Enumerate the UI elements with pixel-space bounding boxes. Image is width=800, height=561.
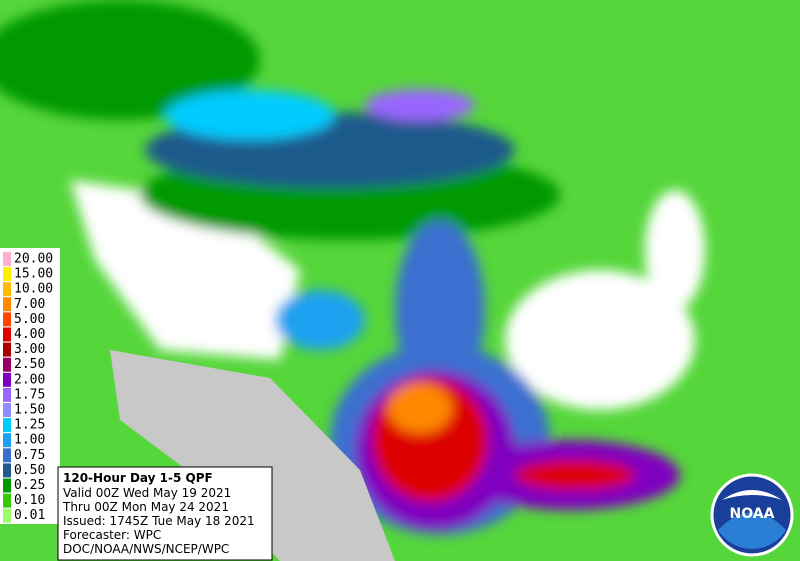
legend-label: 2.00 — [14, 372, 45, 387]
legend-swatch — [3, 357, 11, 372]
logo-text: NOAA — [730, 506, 775, 522]
legend-label: 2.50 — [14, 357, 45, 372]
legend-label: 0.01 — [14, 508, 45, 523]
legend-swatch — [3, 312, 11, 327]
legend-swatch — [3, 387, 11, 402]
dry-area — [505, 270, 695, 410]
precip-area — [515, 460, 635, 490]
precip-area — [275, 290, 365, 350]
precip-area — [388, 383, 452, 433]
precip-area — [165, 90, 335, 140]
legend-swatch — [3, 463, 11, 478]
legend-swatch — [3, 297, 11, 312]
logo-gull — [722, 490, 782, 500]
legend-swatch — [3, 252, 11, 266]
legend-swatch — [3, 282, 11, 297]
info-line: Thru 00Z Mon May 24 2021 — [62, 500, 229, 514]
precip-area — [0, 0, 260, 120]
legend-swatch — [3, 327, 11, 342]
legend-swatch — [3, 433, 11, 448]
legend-swatch — [3, 372, 11, 387]
legend-label: 0.10 — [14, 493, 45, 508]
legend-swatch — [3, 418, 11, 433]
legend-swatch — [3, 267, 11, 282]
legend: 20.0015.0010.007.005.004.003.002.502.001… — [3, 252, 53, 523]
mexico — [110, 350, 395, 561]
legend-label: 0.25 — [14, 478, 45, 493]
legend-label: 3.00 — [14, 342, 45, 357]
info-box — [57, 466, 273, 561]
legend-label: 1.50 — [14, 403, 45, 418]
legend-swatch — [3, 403, 11, 417]
legend-label: 10.00 — [14, 282, 53, 297]
precip-area — [365, 89, 475, 121]
legend-label: 4.00 — [14, 327, 45, 342]
legend-label: 0.75 — [14, 448, 45, 463]
legend-swatch — [3, 342, 11, 357]
info-line: DOC/NOAA/NWS/NCEP/WPC — [63, 542, 229, 556]
legend-label: 1.25 — [14, 418, 45, 433]
info-line: Forecaster: WPC — [63, 528, 161, 542]
dry-area — [70, 180, 300, 360]
info-line: Valid 00Z Wed May 19 2021 — [63, 486, 231, 500]
legend-label: 15.00 — [14, 267, 53, 282]
legend-label: 0.50 — [14, 463, 45, 478]
legend-label: 5.00 — [14, 312, 45, 327]
legend-label: 1.75 — [14, 387, 45, 402]
precip-field — [0, 0, 705, 535]
legend-label: 7.00 — [14, 297, 45, 312]
legend-swatch — [3, 448, 11, 463]
legend-label: 20.00 — [14, 252, 53, 267]
legend-swatch — [3, 508, 11, 523]
legend-swatch — [3, 478, 11, 493]
info-line: Issued: 1745Z Tue May 18 2021 — [63, 514, 255, 528]
info-title: 120-Hour Day 1-5 QPF — [63, 471, 213, 485]
dry-area — [645, 190, 705, 310]
legend-label: 1.00 — [14, 433, 45, 448]
logo-wave — [718, 512, 786, 549]
legend-swatch — [3, 493, 11, 508]
